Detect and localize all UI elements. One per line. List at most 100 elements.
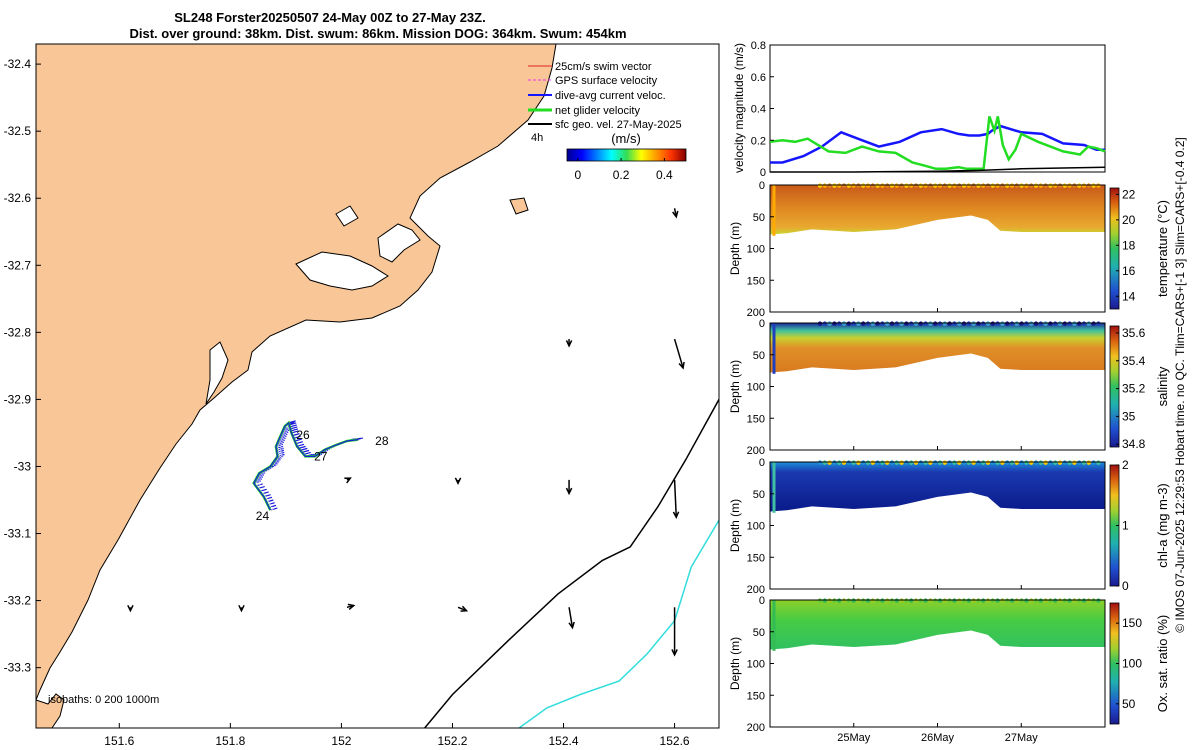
day-label: 26 xyxy=(296,428,310,442)
section-data-field xyxy=(770,185,1105,235)
surface-sample-dot xyxy=(1000,321,1005,326)
surface-sample-dot xyxy=(1077,460,1082,465)
surface-sample-dot xyxy=(966,321,971,326)
section-colorbar-tick-label: 1 xyxy=(1122,519,1129,533)
date-tick-label: 26May xyxy=(921,732,955,744)
geo-vector-shaft xyxy=(673,479,678,518)
section-colorbar-label: Ox. sat. ratio (%) xyxy=(1155,615,1170,713)
section-colorbar-tick-label: 35 xyxy=(1122,409,1136,423)
geo-vector-head xyxy=(672,210,679,219)
section-colorbar-label: temperature (°C) xyxy=(1155,200,1170,297)
surface-sample-dot xyxy=(981,460,986,465)
geo-vector-head xyxy=(127,604,134,613)
surface-sample-dot xyxy=(1029,460,1034,465)
surface-sample-dot xyxy=(1091,321,1096,326)
surface-sample-dot xyxy=(913,321,919,326)
section-colorbar-tick-label: 20 xyxy=(1122,213,1136,227)
velocity-series-line xyxy=(769,115,1106,171)
surface-sample-dot xyxy=(870,321,875,326)
surface-sample-dot xyxy=(1057,460,1063,465)
surface-sample-dot xyxy=(1062,598,1068,603)
section-colorbar-tick-label: 0 xyxy=(1122,579,1129,593)
surface-sample-dot xyxy=(1077,183,1082,188)
surface-sample-dot xyxy=(1053,598,1058,603)
surface-sample-dot xyxy=(1014,183,1019,188)
surface-sample-dot xyxy=(1024,598,1029,603)
day-labels: 24 26 27 28 xyxy=(256,428,389,523)
map-y-ticks: -32.4 -32.5 -32.6 -32.7 -32.8 -32.9 -33 -33.1 -3… xyxy=(4,57,41,675)
surface-sample-dot xyxy=(861,183,866,188)
geo-vector-head xyxy=(454,477,462,486)
surface-sample-dot xyxy=(1086,321,1092,326)
section-y-tick-label: 150 xyxy=(747,552,765,564)
surface-sample-dot xyxy=(865,183,871,188)
surface-sample-dot xyxy=(1053,460,1058,465)
velocity-y-tick-label: 0 xyxy=(760,167,766,179)
section-y-tick-label: 100 xyxy=(747,521,765,533)
surface-sample-dot xyxy=(971,321,976,326)
legend-label-current: dive-avg current veloc. xyxy=(555,90,666,102)
surface-sample-dot xyxy=(851,183,856,188)
figure-title-line1: SL248 Forster20250507 24-May 00Z to 27-M… xyxy=(174,10,485,25)
surface-sample-dot xyxy=(913,598,919,603)
surface-sample-dot xyxy=(880,598,885,603)
geo-vector xyxy=(565,479,573,496)
geo-vector xyxy=(238,604,245,613)
map-y-tick-label: -33 xyxy=(14,459,32,473)
surface-sample-dot xyxy=(942,598,947,603)
section-ylabel: Depth (m) xyxy=(728,499,742,552)
surface-sample-dot xyxy=(1053,183,1058,188)
isobath-1000m xyxy=(518,519,719,728)
surface-sample-dot xyxy=(1019,321,1024,326)
section-colorbar-tick-label: 22 xyxy=(1122,187,1136,201)
surface-sample-dot xyxy=(1033,460,1039,465)
surface-sample-dot xyxy=(832,183,837,188)
geo-vector-head xyxy=(344,477,352,484)
surface-sample-dot xyxy=(933,598,938,603)
section-colorbar-tick-label: 50 xyxy=(1122,697,1136,711)
section-colorbar-tick-label: 35.4 xyxy=(1122,354,1146,368)
surface-sample-dot xyxy=(885,321,890,326)
surface-sample-dot xyxy=(1053,321,1058,326)
date-tick-label: 27May xyxy=(1005,732,1039,744)
day-label: 24 xyxy=(256,509,270,523)
map-y-tick-label: -32.9 xyxy=(4,392,32,406)
map-x-tick-label: 152.4 xyxy=(549,734,579,748)
surface-sample-dot xyxy=(909,460,914,465)
surface-sample-dot xyxy=(1077,321,1082,326)
geo-vector xyxy=(346,603,356,611)
surface-sample-dot xyxy=(1057,321,1063,326)
surface-sample-dot xyxy=(1005,460,1010,465)
surface-sample-dot xyxy=(889,460,895,465)
section-y-tick-label: 50 xyxy=(753,350,765,362)
surface-sample-dot xyxy=(981,183,986,188)
map-x-tick-label: 151.6 xyxy=(104,734,134,748)
speed-colorbar-label: (m/s) xyxy=(611,131,641,146)
surface-sample-dot xyxy=(947,598,952,603)
legend-label-net: net glider velocity xyxy=(555,105,640,117)
surface-sample-dot xyxy=(856,321,861,326)
surface-sample-dot xyxy=(981,598,986,603)
surface-sample-dot xyxy=(1033,598,1039,603)
surface-sample-dot xyxy=(856,598,861,603)
land-south-coast xyxy=(36,693,65,728)
legend-extra-4h: 4h xyxy=(531,132,543,144)
glider-track xyxy=(252,420,364,515)
surface-sample-dot xyxy=(933,321,938,326)
surface-sample-dot xyxy=(817,321,823,326)
surface-sample-dot xyxy=(851,598,856,603)
surface-sample-dot xyxy=(851,460,856,465)
surface-sample-dot xyxy=(894,183,899,188)
surface-sample-dot xyxy=(985,321,991,326)
surface-sample-dot xyxy=(1062,183,1068,188)
lake-northern xyxy=(335,205,359,227)
surface-sample-dot xyxy=(870,460,875,465)
surface-sample-dot xyxy=(995,321,1000,326)
section-colorbar-tick-label: 35.2 xyxy=(1122,382,1146,396)
surface-sample-dot xyxy=(1005,321,1010,326)
velocity-plot-frame xyxy=(769,44,1106,173)
surface-sample-dot xyxy=(990,321,995,326)
surface-sample-dot xyxy=(841,321,847,326)
geo-vector xyxy=(127,604,134,613)
surface-sample-dot xyxy=(1043,460,1048,465)
